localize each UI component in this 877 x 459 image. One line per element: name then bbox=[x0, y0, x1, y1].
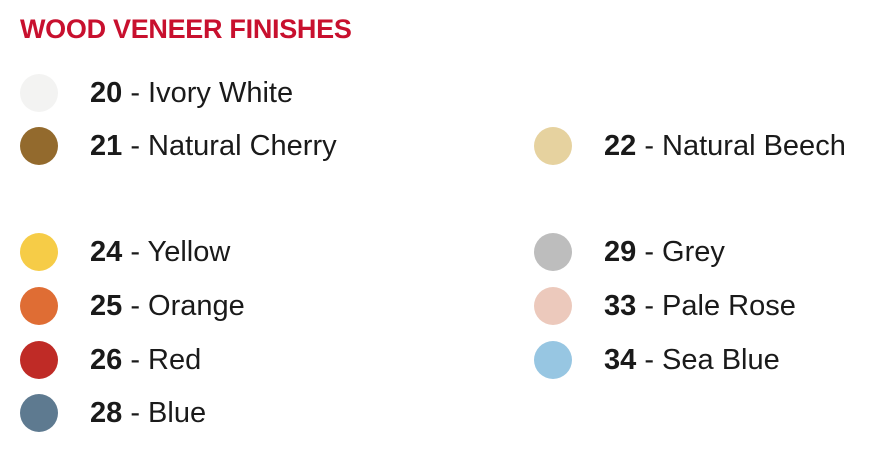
separator: - bbox=[122, 290, 149, 322]
separator: - bbox=[122, 397, 149, 429]
finish-code: 29 bbox=[604, 236, 637, 268]
finish-label: 24 - Yellow bbox=[90, 232, 230, 272]
separator: - bbox=[122, 236, 148, 268]
separator: - bbox=[122, 344, 149, 376]
color-swatch bbox=[534, 287, 572, 325]
color-swatch bbox=[20, 341, 58, 379]
separator: - bbox=[122, 130, 149, 162]
finish-label: 26 - Red bbox=[90, 340, 201, 380]
separator: - bbox=[636, 344, 663, 376]
finish-code: 33 bbox=[604, 290, 637, 322]
finish-code: 20 bbox=[90, 77, 123, 109]
finish-label: 34 - Sea Blue bbox=[604, 340, 780, 380]
finish-code: 25 bbox=[90, 290, 123, 322]
color-swatch bbox=[20, 74, 58, 112]
color-swatch bbox=[534, 127, 572, 165]
finish-name: Natural Cherry bbox=[148, 130, 337, 162]
finish-code: 24 bbox=[90, 236, 123, 268]
finish-label: 29 - Grey bbox=[604, 232, 725, 272]
finish-label: 22 - Natural Beech bbox=[604, 126, 846, 166]
finish-name: Blue bbox=[148, 397, 207, 429]
color-swatch bbox=[20, 127, 58, 165]
section-title: WOOD VENEER FINISHES bbox=[20, 14, 352, 44]
separator: - bbox=[122, 77, 149, 109]
color-swatch bbox=[20, 233, 58, 271]
color-swatch bbox=[534, 341, 572, 379]
color-swatch bbox=[20, 287, 58, 325]
finish-label: 25 - Orange bbox=[90, 286, 245, 326]
separator: - bbox=[636, 236, 663, 268]
finish-name: Grey bbox=[662, 236, 725, 268]
finish-label: 28 - Blue bbox=[90, 393, 206, 433]
separator: - bbox=[636, 290, 663, 322]
finish-label: 20 - Ivory White bbox=[90, 73, 293, 113]
finish-code: 26 bbox=[90, 344, 123, 376]
finish-name: Pale Rose bbox=[662, 290, 796, 322]
finish-code: 22 bbox=[604, 130, 637, 162]
finish-name: Orange bbox=[148, 290, 245, 322]
finish-code: 34 bbox=[604, 344, 637, 376]
finish-code: 28 bbox=[90, 397, 123, 429]
color-swatch bbox=[20, 394, 58, 432]
finish-name: Natural Beech bbox=[662, 130, 846, 162]
finish-name: Ivory White bbox=[148, 77, 294, 109]
finish-label: 21 - Natural Cherry bbox=[90, 126, 337, 166]
finish-name: Sea Blue bbox=[662, 344, 780, 376]
finish-label: 33 - Pale Rose bbox=[604, 286, 796, 326]
finish-code: 21 bbox=[90, 130, 123, 162]
color-swatch bbox=[534, 233, 572, 271]
finish-name: Red bbox=[148, 344, 202, 376]
separator: - bbox=[636, 130, 663, 162]
finish-name: Yellow bbox=[147, 236, 231, 268]
